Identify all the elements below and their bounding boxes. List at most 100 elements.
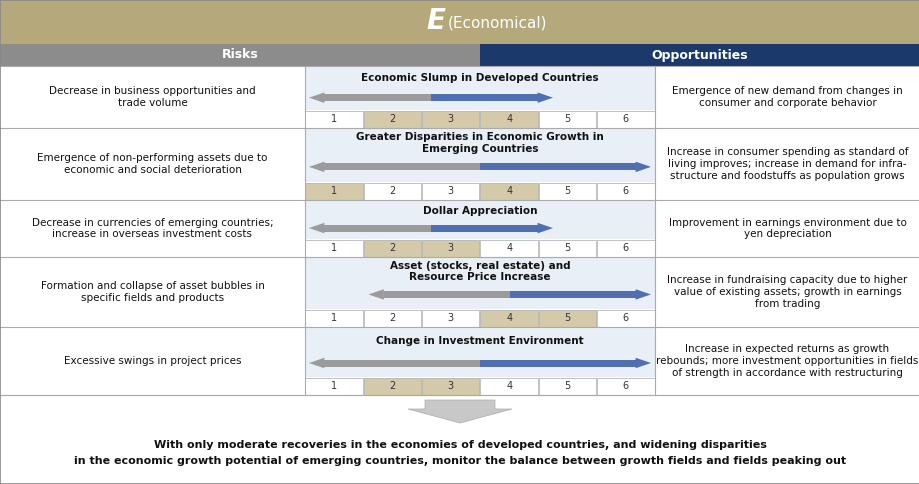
- Bar: [654, 327, 919, 395]
- Text: Excessive swings in project prices: Excessive swings in project prices: [63, 356, 241, 366]
- Bar: [305, 257, 654, 309]
- Text: 3: 3: [448, 313, 453, 323]
- Bar: [0, 128, 305, 200]
- Text: Dollar Appreciation: Dollar Appreciation: [423, 206, 537, 216]
- Text: 2: 2: [389, 381, 395, 391]
- Text: Asset (stocks, real estate) and
Resource Price Increase: Asset (stocks, real estate) and Resource…: [390, 261, 570, 282]
- Bar: [0, 327, 305, 395]
- Bar: [363, 110, 421, 127]
- Polygon shape: [537, 92, 552, 103]
- Bar: [480, 240, 538, 257]
- Text: 2: 2: [389, 313, 395, 323]
- Text: 1: 1: [331, 313, 337, 323]
- Text: 3: 3: [448, 243, 453, 253]
- Polygon shape: [407, 400, 512, 423]
- Bar: [596, 110, 653, 127]
- Text: 2: 2: [389, 114, 395, 124]
- Text: 4: 4: [505, 313, 512, 323]
- Bar: [305, 182, 362, 199]
- Text: Decrease in currencies of emerging countries;
increase in overseas investment co: Decrease in currencies of emerging count…: [31, 218, 273, 239]
- Text: Decrease in business opportunities and
trade volume: Decrease in business opportunities and t…: [49, 86, 255, 108]
- Text: 1: 1: [331, 114, 337, 124]
- Text: 2: 2: [389, 186, 395, 196]
- Text: 5: 5: [563, 313, 570, 323]
- Text: Risks: Risks: [221, 48, 258, 61]
- Bar: [305, 309, 362, 327]
- Bar: [539, 110, 596, 127]
- Bar: [305, 128, 654, 182]
- Bar: [363, 182, 421, 199]
- Text: 6: 6: [622, 186, 629, 196]
- Text: Improvement in earnings environment due to
yen depreciation: Improvement in earnings environment due …: [668, 218, 905, 239]
- Bar: [539, 182, 596, 199]
- Bar: [0, 257, 305, 327]
- Polygon shape: [309, 162, 324, 172]
- Bar: [422, 182, 479, 199]
- Text: Formation and collapse of asset bubbles in
specific fields and products: Formation and collapse of asset bubbles …: [40, 281, 264, 303]
- Bar: [480, 182, 538, 199]
- Bar: [422, 309, 479, 327]
- Text: Change in Investment Environment: Change in Investment Environment: [376, 336, 584, 346]
- Bar: [0, 66, 305, 128]
- Bar: [305, 240, 362, 257]
- Polygon shape: [309, 92, 324, 103]
- Text: Opportunities: Opportunities: [651, 48, 747, 61]
- Bar: [480, 44, 919, 66]
- Bar: [0, 200, 305, 257]
- Bar: [654, 128, 919, 200]
- Text: 2: 2: [389, 243, 395, 253]
- Text: 1: 1: [331, 381, 337, 391]
- Bar: [324, 94, 430, 101]
- Bar: [305, 110, 362, 127]
- Bar: [596, 240, 653, 257]
- Bar: [305, 66, 654, 110]
- Bar: [363, 240, 421, 257]
- Text: 3: 3: [448, 381, 453, 391]
- Bar: [480, 110, 538, 127]
- Text: in the economic growth potential of emerging countries, monitor the balance betw: in the economic growth potential of emer…: [74, 456, 845, 466]
- Bar: [305, 200, 654, 239]
- Text: Increase in consumer spending as standard of
living improves; increase in demand: Increase in consumer spending as standar…: [666, 148, 907, 181]
- Text: 5: 5: [563, 243, 570, 253]
- Bar: [363, 378, 421, 394]
- Bar: [422, 378, 479, 394]
- Text: 6: 6: [622, 313, 629, 323]
- Text: 6: 6: [622, 381, 629, 391]
- Bar: [539, 378, 596, 394]
- Bar: [430, 225, 537, 231]
- Text: 4: 4: [505, 186, 512, 196]
- Text: Emergence of non-performing assets due to
economic and social deterioration: Emergence of non-performing assets due t…: [38, 153, 267, 175]
- Text: 4: 4: [505, 243, 512, 253]
- Polygon shape: [369, 289, 383, 300]
- Bar: [654, 200, 919, 257]
- Bar: [539, 240, 596, 257]
- Bar: [363, 309, 421, 327]
- Bar: [383, 291, 509, 298]
- Text: 5: 5: [563, 381, 570, 391]
- Text: (Economical): (Economical): [448, 15, 547, 30]
- Text: Increase in fundraising capacity due to higher
value of existing assets; growth : Increase in fundraising capacity due to …: [666, 275, 907, 309]
- Bar: [509, 291, 635, 298]
- Bar: [480, 360, 635, 366]
- Text: Economic Slump in Developed Countries: Economic Slump in Developed Countries: [361, 73, 598, 83]
- Bar: [0, 44, 480, 66]
- Text: With only moderate recoveries in the economies of developed countries, and widen: With only moderate recoveries in the eco…: [153, 440, 766, 450]
- Text: 1: 1: [331, 186, 337, 196]
- Bar: [480, 309, 538, 327]
- Bar: [422, 110, 479, 127]
- Text: 6: 6: [622, 114, 629, 124]
- Text: 3: 3: [448, 114, 453, 124]
- Text: 5: 5: [563, 186, 570, 196]
- Polygon shape: [635, 162, 651, 172]
- Bar: [480, 164, 635, 170]
- Text: E: E: [425, 7, 445, 35]
- Bar: [0, 395, 919, 484]
- Bar: [480, 378, 538, 394]
- Polygon shape: [309, 358, 324, 368]
- Text: 1: 1: [331, 243, 337, 253]
- Text: 4: 4: [505, 381, 512, 391]
- Polygon shape: [635, 289, 651, 300]
- Polygon shape: [537, 223, 552, 233]
- Polygon shape: [309, 223, 324, 233]
- Text: 5: 5: [563, 114, 570, 124]
